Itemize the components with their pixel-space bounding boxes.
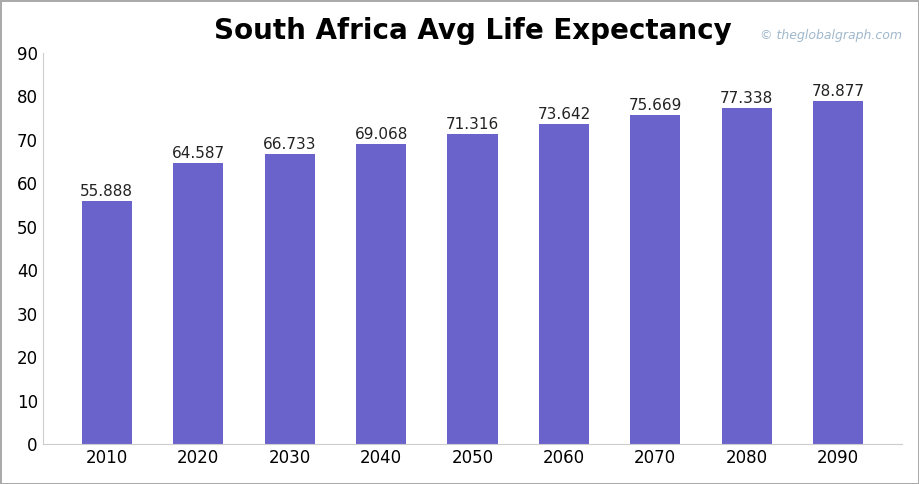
Bar <box>448 134 497 444</box>
Text: 75.669: 75.669 <box>629 98 682 113</box>
Text: 78.877: 78.877 <box>811 84 865 99</box>
Text: 55.888: 55.888 <box>80 184 133 199</box>
Text: 66.733: 66.733 <box>263 136 316 151</box>
Text: © theglobalgraph.com: © theglobalgraph.com <box>760 29 902 42</box>
Text: 69.068: 69.068 <box>355 126 408 141</box>
Bar <box>82 201 132 444</box>
Bar <box>356 144 406 444</box>
Text: 64.587: 64.587 <box>172 146 225 161</box>
Bar <box>721 108 772 444</box>
Title: South Africa Avg Life Expectancy: South Africa Avg Life Expectancy <box>213 16 732 45</box>
Text: 73.642: 73.642 <box>538 106 591 121</box>
Bar <box>630 115 680 444</box>
Text: 71.316: 71.316 <box>446 117 499 132</box>
Bar <box>539 124 589 444</box>
Bar <box>265 154 315 444</box>
Bar <box>813 101 863 444</box>
Bar <box>173 163 223 444</box>
Text: 77.338: 77.338 <box>720 91 773 106</box>
